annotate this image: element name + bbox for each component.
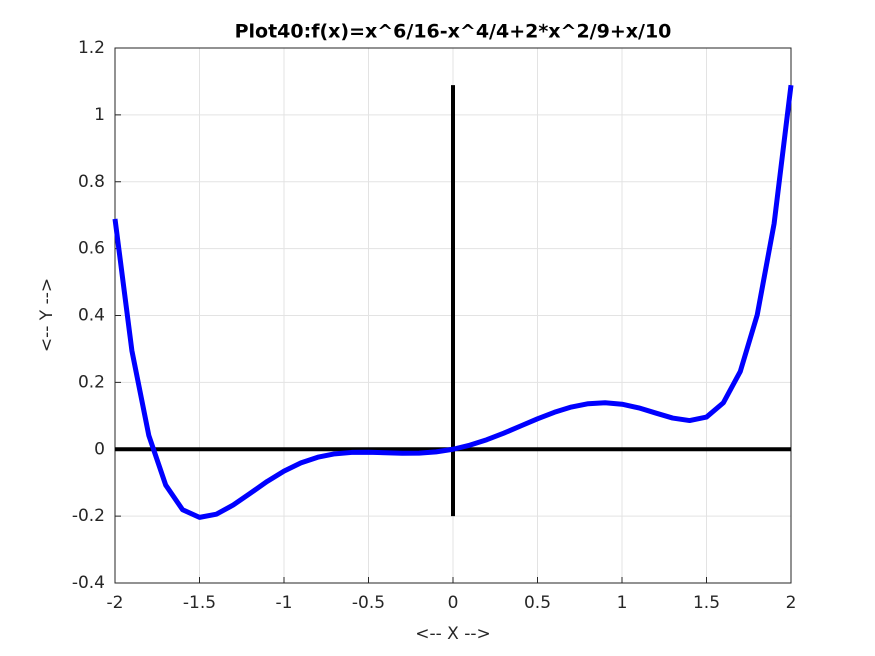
plot-frame xyxy=(114,47,792,584)
y-tick-label: 1 xyxy=(94,105,105,125)
x-tick-label: -1.5 xyxy=(183,593,216,613)
y-tick-label: 0 xyxy=(94,439,105,459)
y-tick-label: 0.8 xyxy=(78,172,105,192)
x-tick-label: -2 xyxy=(107,593,124,613)
x-tick-label: -1 xyxy=(276,593,293,613)
y-tick-label: 0.2 xyxy=(78,372,105,392)
y-tick-label: 0.6 xyxy=(78,239,105,259)
y-axis-label: <-- Y --> xyxy=(37,278,57,352)
x-tick-label: -0.5 xyxy=(352,593,385,613)
x-tick-label: 0 xyxy=(448,593,459,613)
chart-title: Plot40:f(x)=x^6/16-x^4/4+2*x^2/9+x/10 xyxy=(235,21,672,43)
x-tick-label: 1.5 xyxy=(693,593,720,613)
y-tick-label: 0.4 xyxy=(78,306,105,326)
y-tick-label: 1.2 xyxy=(78,38,105,58)
y-tick-label: -0.2 xyxy=(72,506,105,526)
y-tick-label: -0.4 xyxy=(72,573,105,593)
x-tick-label: 2 xyxy=(786,593,797,613)
x-tick-label: 1 xyxy=(617,593,628,613)
x-tick-label: 0.5 xyxy=(524,593,551,613)
data-line xyxy=(112,84,794,520)
x-axis-label: <-- X --> xyxy=(415,624,490,644)
